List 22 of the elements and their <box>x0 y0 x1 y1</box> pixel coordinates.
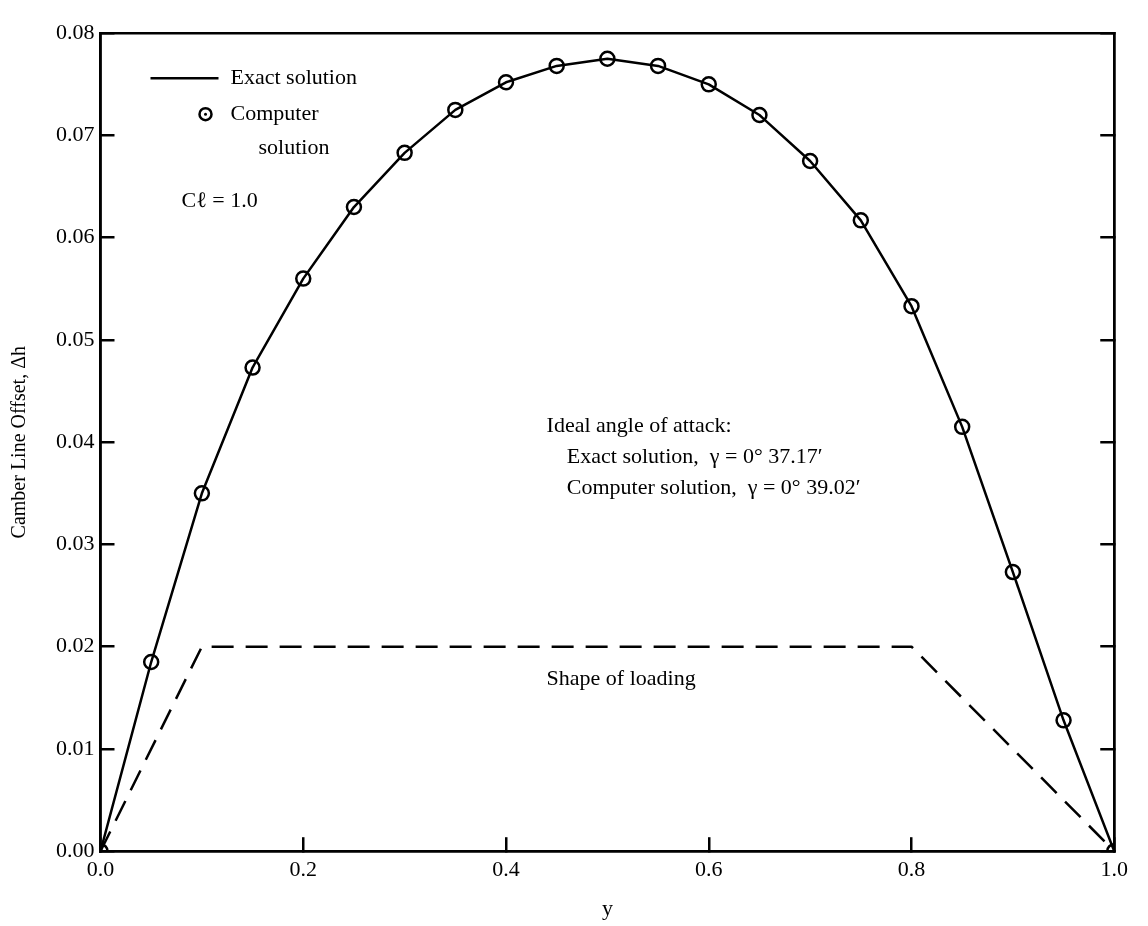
x-tick-label: 0.2 <box>289 856 317 882</box>
x-tick-label: 0.6 <box>695 856 723 882</box>
y-axis-title: Camber Line Offset, Δh <box>7 345 30 539</box>
y-tick-label: 0.05 <box>56 325 95 351</box>
x-axis-title: y <box>601 894 613 920</box>
annotation: Exact solution, γ = 0° 37.17′ <box>566 442 823 468</box>
y-tick-label: 0.01 <box>56 734 95 760</box>
y-tick-label: 0.04 <box>56 427 95 453</box>
y-tick-label: 0.02 <box>56 632 95 658</box>
y-tick-label: 0.06 <box>56 223 95 249</box>
y-tick-label: 0.08 <box>56 18 95 44</box>
legend-label: Computer solution <box>230 99 330 159</box>
y-tick-label: 0.03 <box>56 530 95 556</box>
legend-label: Exact solution <box>230 63 357 89</box>
x-tick-label: 0.4 <box>492 856 520 882</box>
x-tick-label: 0.8 <box>897 856 926 882</box>
annotation: Cℓ = 1.0 <box>181 186 258 212</box>
y-tick-label: 0.07 <box>56 121 95 147</box>
x-tick-label: 1.0 <box>1100 856 1128 882</box>
annotation: Computer solution, γ = 0° 39.02′ <box>566 473 861 499</box>
annotation: Shape of loading <box>546 665 696 691</box>
annotation: Ideal angle of attack: <box>546 411 732 437</box>
